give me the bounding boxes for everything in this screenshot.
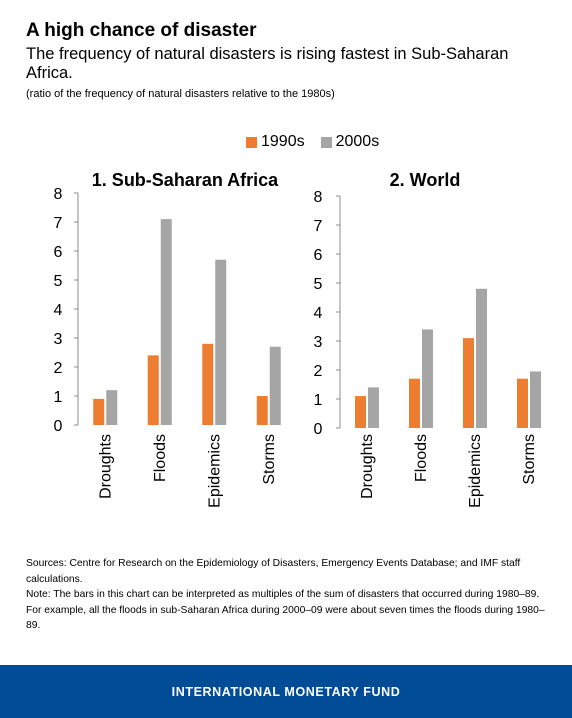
y-tick-label: 8 [314,189,323,206]
legend-label-2000s: 2000s [335,133,380,150]
legend-item-2000s: 2000s [320,133,380,151]
category-label-epidemics: Epidemics [467,434,484,508]
y-tick-label: 4 [314,305,323,322]
category-label-floods: Floods [413,434,430,482]
bar-1990s-storms [256,396,268,425]
chart-title: A high chance of disaster [26,20,257,41]
panel-title-1: 1. Sub-Saharan Africa [92,170,279,190]
bar-1990s-floods [147,355,159,425]
legend-item-1990s: 1990s [246,133,305,151]
unit-note: (ratio of the frequency of natural disas… [26,88,335,100]
category-label-storms: Storms [521,434,538,485]
y-tick-label: 6 [314,247,323,264]
legend-swatch-1990s [246,136,257,148]
bar-1990s-storms [517,378,528,428]
y-tick-label: 0 [54,418,63,435]
category-label-floods: Floods [152,434,169,482]
bar-1990s-epidemics [202,343,214,425]
footer-banner: INTERNATIONAL MONETARY FUND [0,665,572,718]
sources-block: Sources: Centre for Research on the Epid… [26,556,552,634]
y-tick-label: 8 [54,186,63,203]
chart-subtitle: The frequency of natural disasters is ri… [26,45,509,82]
bar-2000s-droughts [106,390,118,425]
bar-2000s-epidemics [476,288,487,428]
category-label-droughts: Droughts [97,434,114,499]
y-tick-label: 2 [314,363,323,380]
y-tick-label: 1 [54,389,63,406]
bar-1990s-epidemics [463,338,474,428]
y-tick-label: 5 [314,276,323,293]
legend-label-1990s: 1990s [261,133,305,150]
legend-swatch-2000s [320,136,332,148]
category-label-epidemics: Epidemics [206,434,223,508]
y-tick-label: 0 [314,421,323,438]
y-tick-label: 3 [314,334,323,351]
bar-2000s-floods [160,219,172,425]
bar-1990s-droughts [93,398,105,425]
charts-canvas: 1. Sub-Saharan Africa 0 1 2 3 4 5 6 7 8 Droughts Fl… [54,170,541,508]
bar-2000s-droughts [368,387,379,428]
panel-title-2: 2. World [390,170,461,190]
y-tick-label: 5 [54,273,63,290]
y-tick-label: 2 [54,360,63,377]
bar-1990s-droughts [355,396,366,428]
bar-2000s-epidemics [215,259,227,425]
y-tick-label: 1 [314,392,323,409]
note-text: Note: The bars in this chart can be inte… [26,589,545,631]
legend: 1990s 2000s [246,133,395,151]
y-tick-label: 7 [54,215,63,232]
category-label-droughts: Droughts [359,434,376,499]
y-tick-label: 3 [54,331,63,348]
y-tick-label: 4 [54,302,63,319]
bar-2000s-storms [269,346,281,425]
category-label-storms: Storms [261,434,278,485]
bar-2000s-floods [422,329,433,428]
bar-2000s-storms [530,371,541,428]
sources-text: Sources: Centre for Research on the Epid… [26,558,521,585]
y-tick-label: 7 [314,218,323,235]
footer-text: INTERNATIONAL MONETARY FUND [171,684,401,699]
y-tick-label: 6 [54,244,63,261]
bar-1990s-floods [409,378,420,428]
